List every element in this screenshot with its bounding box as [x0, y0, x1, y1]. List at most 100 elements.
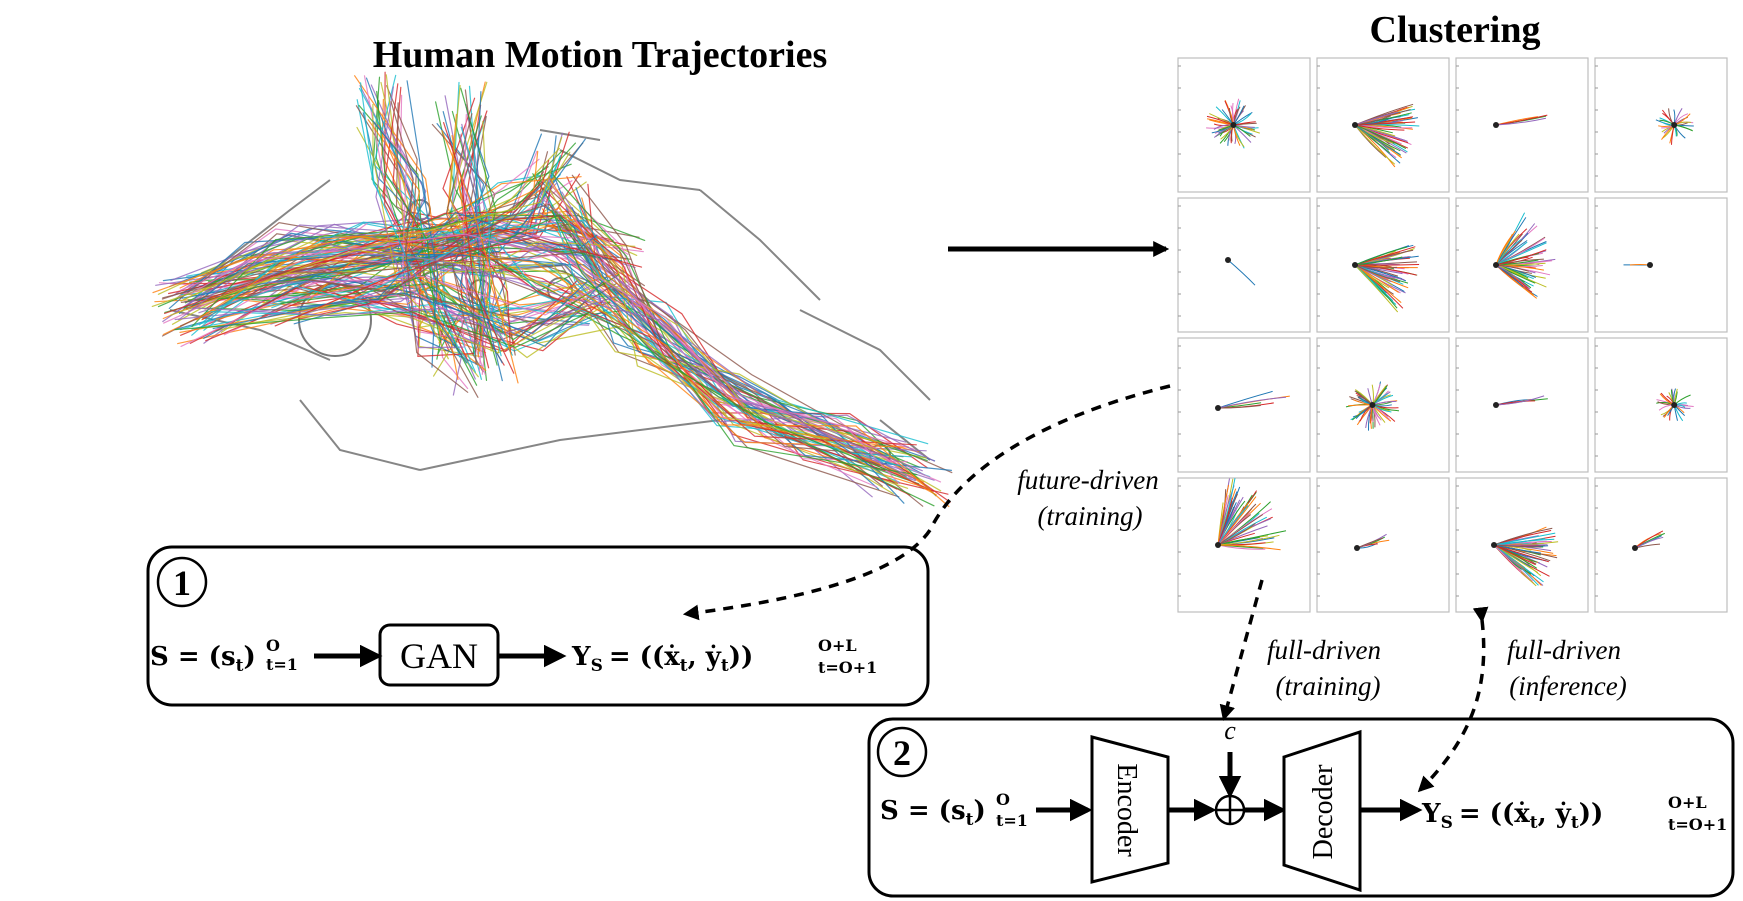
trajectory-line	[199, 301, 596, 354]
cluster-cell-frame	[1455, 337, 1589, 473]
cluster-trajectory	[1495, 264, 1531, 290]
decoder-block	[1282, 729, 1362, 893]
cluster-trajectory	[1354, 264, 1398, 269]
panel-2-output-range: t=O+1	[1668, 815, 1727, 834]
trajectory-line	[215, 183, 557, 278]
trajectory-line	[155, 236, 935, 481]
full-driven-inference-label-a: full-driven	[1507, 635, 1621, 665]
future-driven-label: future-driven	[1017, 465, 1158, 495]
cluster-origin	[1493, 262, 1499, 268]
cluster-trajectory	[1217, 390, 1273, 409]
trajectory-line	[206, 302, 583, 318]
cluster-cell	[1177, 477, 1311, 613]
panel-1-input-range: t=1	[266, 655, 298, 674]
trajectory-line	[196, 150, 539, 321]
trajectory-line	[171, 230, 916, 482]
encoder-label: Encoder	[1111, 763, 1142, 857]
trajectory-line	[198, 272, 599, 325]
panel-1: 1 S = (st) O t=1 GAN YS = ((ẋt, ẏt)) O+L …	[146, 545, 930, 707]
trajectory-line	[274, 237, 643, 327]
panel-1-number-circle	[156, 556, 208, 608]
cluster-trajectory	[1354, 264, 1399, 313]
cluster-origin	[1493, 122, 1499, 128]
trajectory-line	[174, 310, 590, 348]
cluster-cell	[1177, 197, 1311, 333]
panel-1-frame	[146, 545, 930, 707]
panel-2-input-range: t=1	[996, 811, 1028, 830]
trajectory-line	[372, 103, 449, 360]
cluster-trajectory	[1495, 395, 1545, 406]
panel-1-input: S = (st)	[150, 642, 256, 676]
future-driven-arrow	[682, 384, 1171, 621]
trajectory-line	[547, 178, 878, 450]
cluster-trajectory	[1495, 117, 1547, 126]
cluster-trajectory	[1354, 246, 1408, 266]
cluster-trajectory	[1493, 544, 1536, 566]
cluster-trajectory	[1217, 484, 1230, 546]
encoder-block	[1090, 735, 1170, 884]
cluster-cell	[1316, 197, 1450, 333]
trajectory-line	[181, 138, 586, 299]
cluster-origin	[1491, 542, 1497, 548]
cluster-trajectory	[1227, 259, 1256, 286]
trajectory-line	[551, 209, 889, 471]
panel-2-input: S = (st)	[880, 796, 986, 830]
trajectory-line	[459, 133, 486, 359]
cluster-cell	[1594, 477, 1728, 613]
cluster-trajectory	[1354, 124, 1407, 149]
cluster-trajectory	[1493, 544, 1541, 554]
cluster-origin	[1215, 542, 1221, 548]
panel-2-output: YS = ((ẋt, ẏt))	[1421, 799, 1603, 833]
clustering-title: Clustering	[1370, 9, 1541, 51]
cluster-cell	[1594, 337, 1728, 473]
cluster-origin	[1225, 257, 1231, 263]
cluster-cell-frame	[1177, 57, 1311, 193]
trajectory-line	[575, 187, 880, 490]
cluster-trajectory	[1495, 230, 1516, 266]
cluster-cell	[1455, 197, 1589, 333]
cluster-trajectory	[1217, 396, 1287, 409]
trajectory-line	[382, 83, 474, 358]
cluster-origin	[1647, 262, 1653, 268]
decoder-label: Decoder	[1308, 764, 1339, 860]
trajectory-line	[170, 136, 563, 316]
trajectory-line	[189, 280, 578, 352]
panel-1-number: 1	[173, 563, 191, 603]
cluster-origin	[1671, 122, 1678, 128]
trajectory-line	[549, 200, 902, 467]
cluster-trajectory	[1217, 499, 1241, 546]
cluster-origin	[1230, 122, 1237, 128]
cluster-origin	[1493, 402, 1499, 408]
full-driven-inference-label-b: (inference)	[1509, 671, 1626, 701]
trajectory-line	[390, 100, 469, 393]
cluster-trajectory	[1354, 115, 1391, 126]
cluster-cell	[1594, 197, 1728, 333]
map-wall-4	[559, 149, 701, 191]
trajectory-line	[267, 239, 601, 283]
trajectory-line	[538, 211, 923, 472]
map-title: Human Motion Trajectories	[373, 34, 828, 76]
cluster-origin	[1671, 402, 1678, 408]
panel-2-number-circle	[876, 726, 928, 778]
cluster-trajectory	[1354, 124, 1405, 131]
trajectory-line	[441, 130, 519, 384]
cluster-cell	[1455, 337, 1589, 473]
cluster-cell	[1177, 337, 1311, 473]
cluster-trajectory	[1495, 249, 1547, 266]
cluster-trajectory	[1217, 523, 1256, 546]
panel-1-input-sup: O	[266, 636, 280, 655]
trajectory-line	[551, 172, 918, 476]
cluster-trajectory	[1217, 405, 1261, 409]
trajectory-line	[212, 281, 588, 335]
cluster-cell-frame	[1594, 477, 1728, 613]
trajectory-line	[376, 90, 441, 343]
trajectory-line	[194, 181, 543, 301]
cluster-trajectory	[1493, 544, 1544, 583]
map-wall-3	[419, 419, 721, 471]
cluster-cell	[1316, 57, 1450, 193]
cluster-cell	[1316, 337, 1450, 473]
cluster-cell-frame	[1594, 57, 1728, 193]
cluster-trajectory	[1493, 527, 1553, 546]
trajectory-line	[277, 203, 600, 293]
